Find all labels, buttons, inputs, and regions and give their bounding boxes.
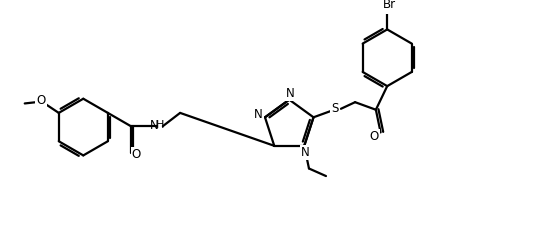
Text: N: N <box>150 119 159 132</box>
Text: H: H <box>156 120 164 130</box>
Text: N: N <box>286 87 295 99</box>
Text: S: S <box>332 102 339 115</box>
Text: O: O <box>36 94 45 107</box>
Text: O: O <box>132 148 141 161</box>
Text: N: N <box>301 146 310 159</box>
Text: N: N <box>254 108 263 121</box>
Text: Br: Br <box>383 0 395 11</box>
Text: O: O <box>369 130 379 143</box>
